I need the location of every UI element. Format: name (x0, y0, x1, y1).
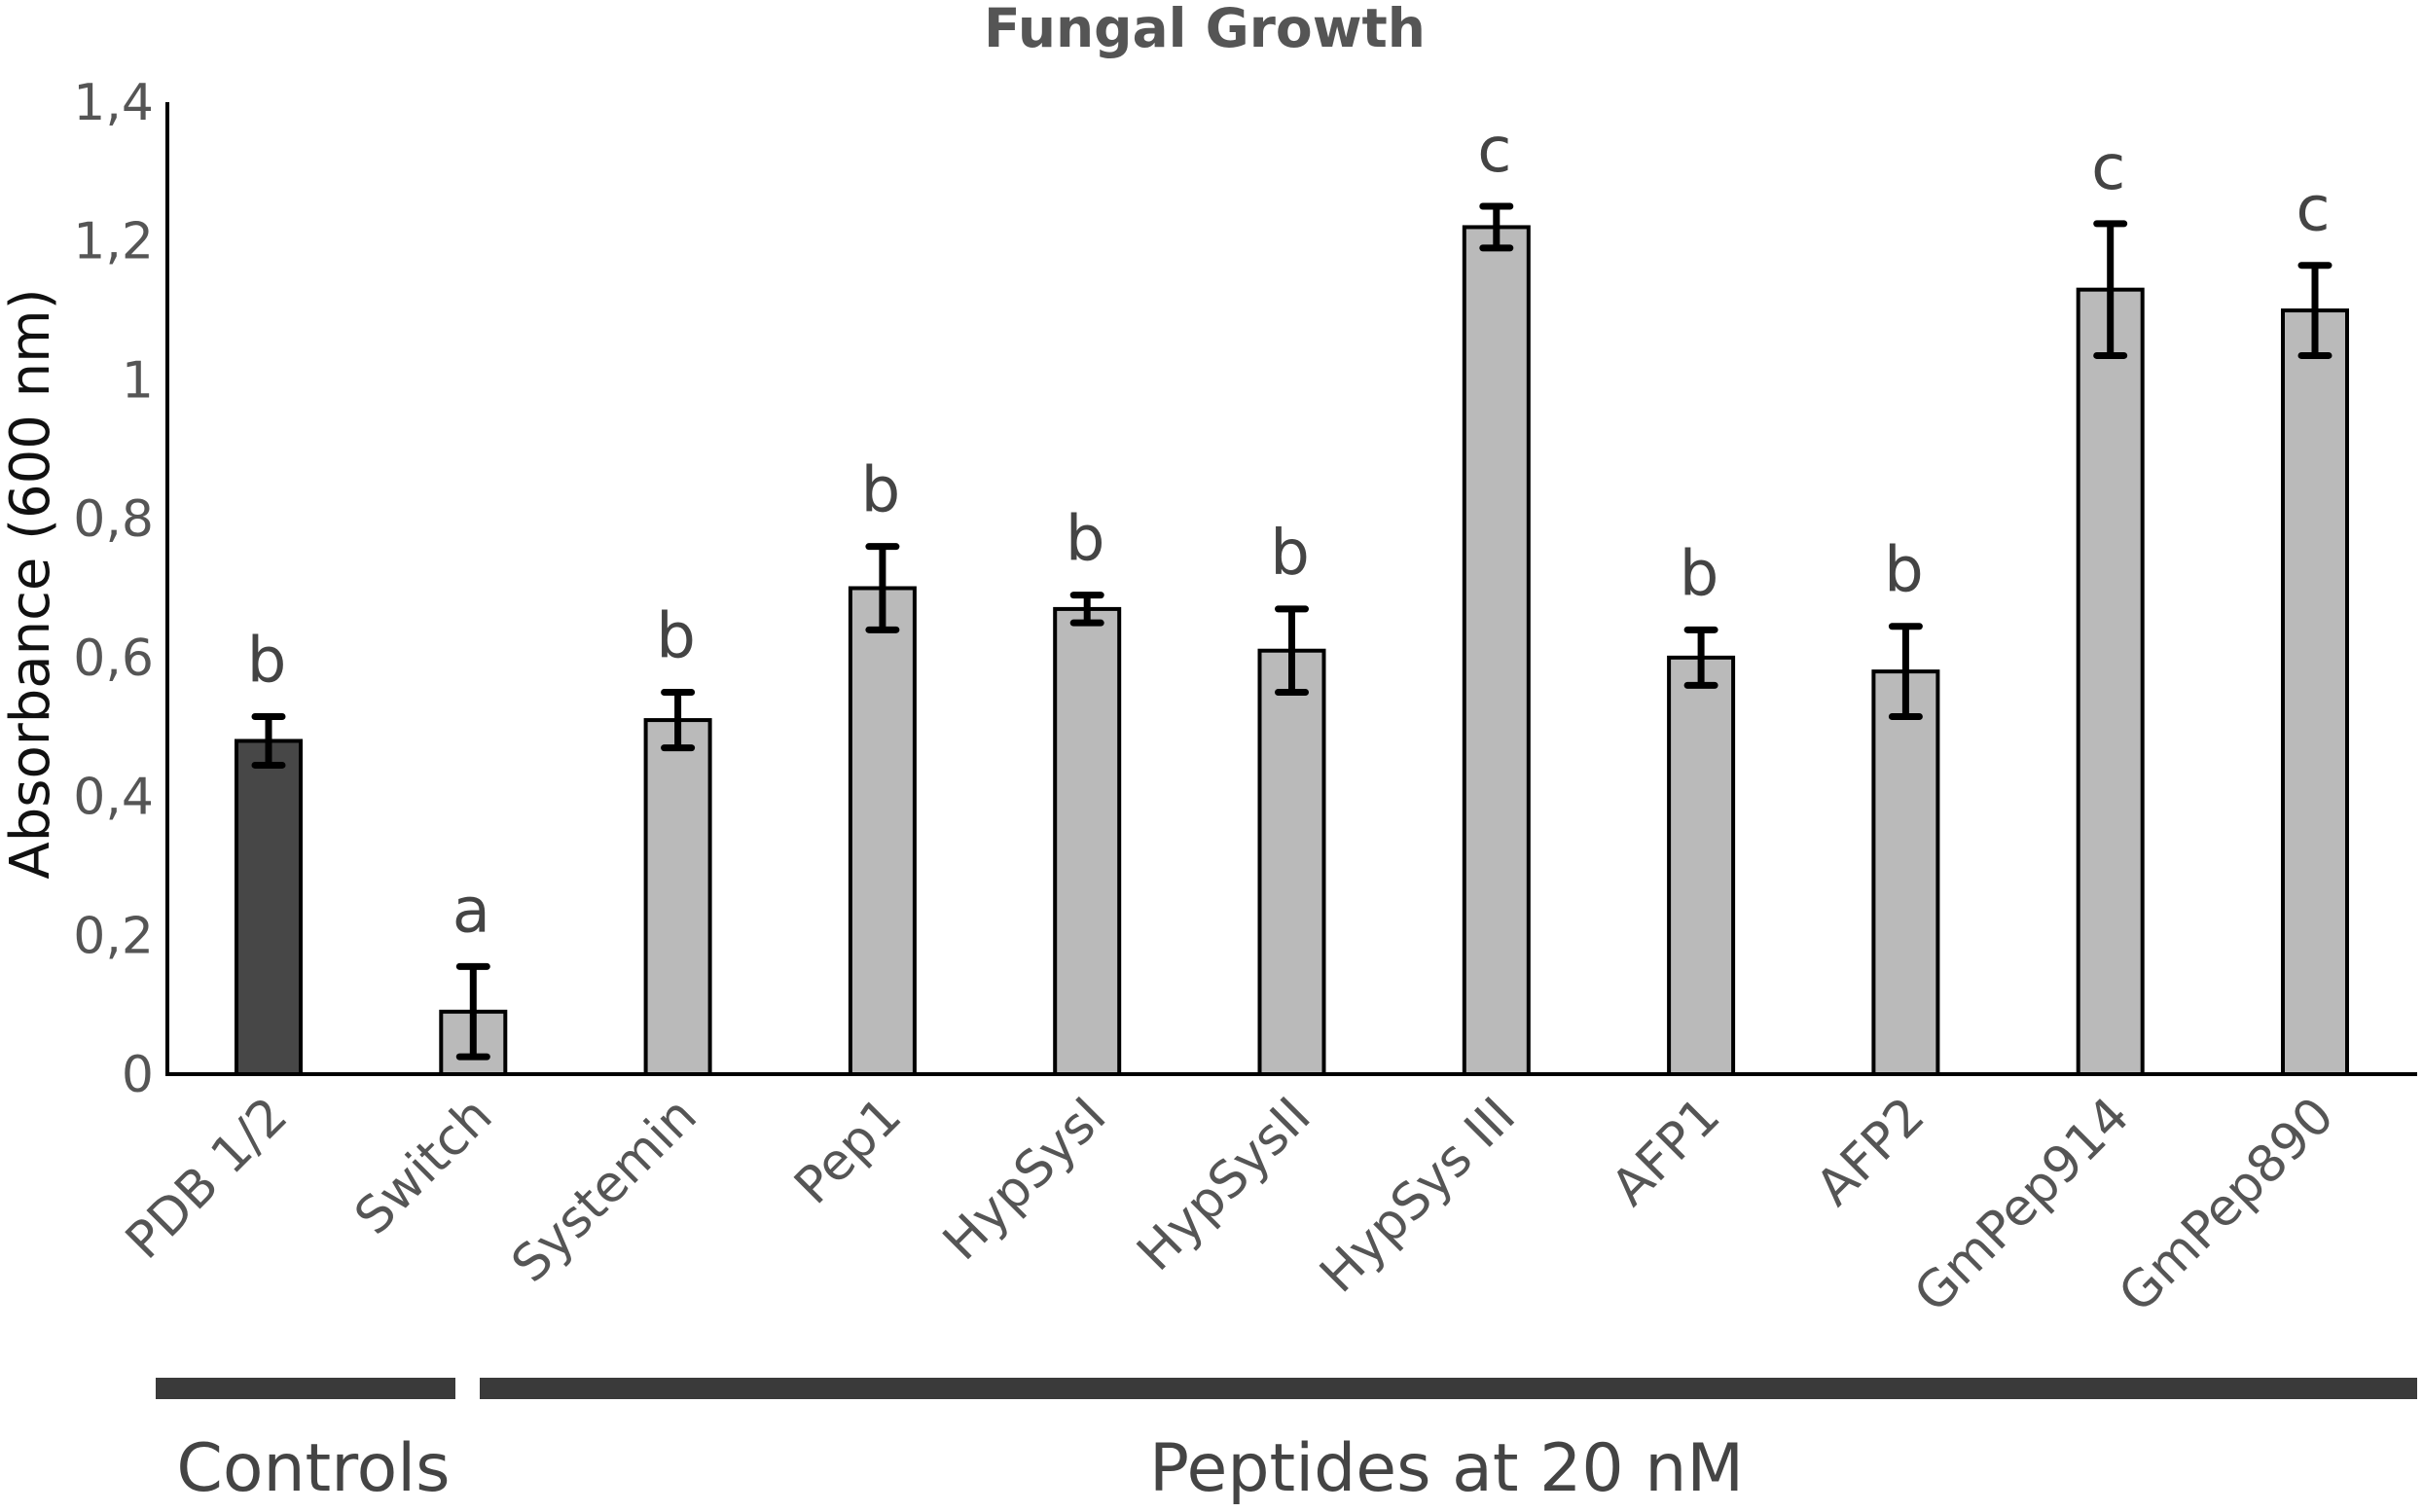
y-axis-label: Absorbance (600 nm) (0, 288, 62, 879)
bar (1871, 669, 1940, 1077)
x-tick-label: PDB 1/2 (115, 1087, 299, 1271)
bar (235, 738, 303, 1076)
y-tick-label: 0,8 (73, 490, 154, 549)
y-axis-ticks: 0 0,2 0,4 0,6 0,8 1 1,2 1,4 (73, 74, 154, 1104)
y-tick-label: 0 (122, 1046, 154, 1104)
significance-letter: b (247, 626, 287, 698)
error-bar (1683, 626, 1718, 689)
significance-letter: b (861, 455, 901, 527)
group-bracket (480, 1378, 2417, 1399)
bar (1053, 606, 1122, 1077)
bar (2281, 308, 2349, 1077)
error-bar (2093, 220, 2128, 359)
error-bars (251, 202, 2333, 1061)
x-tick-label: HypSys III (1309, 1087, 1527, 1305)
x-tick-label: AFP2 (1805, 1087, 1935, 1217)
error-bar (1275, 605, 1309, 697)
bar (1257, 648, 1326, 1076)
y-tick-label: 0,6 (73, 630, 154, 688)
group-annotations: Controls Peptides at 20 nM (156, 1378, 2417, 1507)
x-tick-label: Switch (344, 1087, 503, 1246)
y-tick-label: 1,4 (73, 74, 154, 132)
x-tick-label: GmPep914 (1903, 1087, 2141, 1324)
bar (1667, 655, 1736, 1076)
group-label: Controls (176, 1430, 450, 1507)
y-tick-label: 1 (122, 351, 154, 410)
x-tick-label: HypSysI (932, 1087, 1117, 1272)
group-label: Peptides at 20 nM (1149, 1430, 1744, 1507)
significance-letter: b (1884, 535, 1924, 607)
bar (2076, 287, 2145, 1076)
significance-labels: b a b b b b c b b c c (247, 115, 2331, 947)
error-bar (1479, 202, 1514, 252)
significance-letter: b (1066, 504, 1105, 576)
error-bar (455, 962, 490, 1061)
error-bar (2297, 262, 2333, 359)
x-tick-label: Systemin (501, 1087, 708, 1294)
x-tick-label: HypSysII (1127, 1087, 1322, 1282)
bar (643, 718, 712, 1076)
significance-letter: b (656, 601, 696, 673)
significance-letter: a (452, 875, 490, 947)
error-bar (661, 689, 696, 752)
error-bar (1069, 592, 1104, 627)
x-tick-label: AFP1 (1601, 1087, 1731, 1217)
significance-letter: b (1270, 518, 1310, 590)
significance-letter: c (2296, 174, 2330, 246)
x-tick-label: GmPep890 (2108, 1087, 2345, 1324)
bar (848, 586, 917, 1076)
error-bar (865, 543, 900, 633)
significance-letter: b (1680, 538, 1719, 610)
significance-letter: c (2091, 132, 2125, 204)
y-tick-label: 0,4 (73, 769, 154, 827)
error-bar (1888, 623, 1923, 721)
y-tick-label: 1,2 (73, 213, 154, 271)
chart-title: Fungal Growth (984, 0, 1426, 59)
x-tick-label: Pep1 (783, 1087, 913, 1216)
error-bar (251, 713, 286, 769)
bar (1462, 225, 1531, 1076)
significance-letter: c (1477, 115, 1511, 187)
y-tick-label: 0,2 (73, 907, 154, 965)
group-bracket (156, 1378, 455, 1399)
